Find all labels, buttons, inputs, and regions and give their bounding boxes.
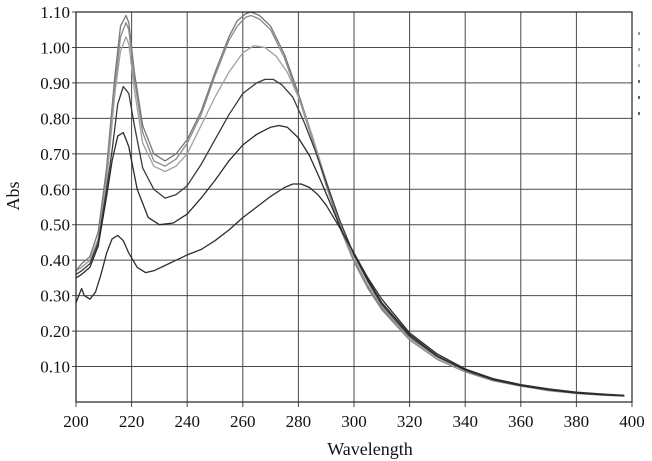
series-line-4 xyxy=(75,78,625,397)
x-tick-label: 360 xyxy=(508,412,534,431)
plot-frame xyxy=(75,11,633,403)
series-line-1 xyxy=(75,11,625,397)
x-tick-label: 400 xyxy=(619,412,645,431)
grid-lines xyxy=(72,11,633,407)
series-line-5 xyxy=(75,124,625,397)
y-tick-label: 0.70 xyxy=(40,145,70,164)
y-tick-label: 1.10 xyxy=(40,3,70,22)
x-axis-label: Wavelength xyxy=(327,439,413,459)
series-line-2 xyxy=(75,14,625,397)
y-tick-labels: 0.10 0.20 0.30 0.40 0.50 0.60 0.70 0.80 0.90 1.00… xyxy=(40,3,70,377)
x-tick-label: 220 xyxy=(119,412,145,431)
series-line-6 xyxy=(75,183,625,396)
x-tick-labels: 200 220 240 260 280 300 320 340 360 380 400 xyxy=(63,412,645,431)
x-tick-label: 260 xyxy=(230,412,256,431)
series-lines xyxy=(75,11,625,397)
y-tick-label: 0.40 xyxy=(40,251,70,270)
series-line-3 xyxy=(75,36,625,397)
x-tick-label: 200 xyxy=(63,412,89,431)
y-tick-label: 0.80 xyxy=(40,109,70,128)
x-tick-label: 240 xyxy=(174,412,200,431)
y-tick-label: 0.50 xyxy=(40,216,70,235)
y-tick-label: 1.00 xyxy=(40,38,70,57)
x-tick-label: 300 xyxy=(341,412,367,431)
y-tick-label: 0.20 xyxy=(40,322,70,341)
x-tick-label: 340 xyxy=(452,412,478,431)
y-tick-label: 0.10 xyxy=(40,358,70,377)
x-tick-label: 320 xyxy=(397,412,423,431)
y-tick-label: 0.90 xyxy=(40,74,70,93)
y-tick-label: 0.60 xyxy=(40,180,70,199)
x-tick-label: 280 xyxy=(286,412,312,431)
x-tick-label: 380 xyxy=(564,412,590,431)
y-tick-label: 0.30 xyxy=(40,287,70,306)
y-axis-label: Abs xyxy=(3,181,23,210)
